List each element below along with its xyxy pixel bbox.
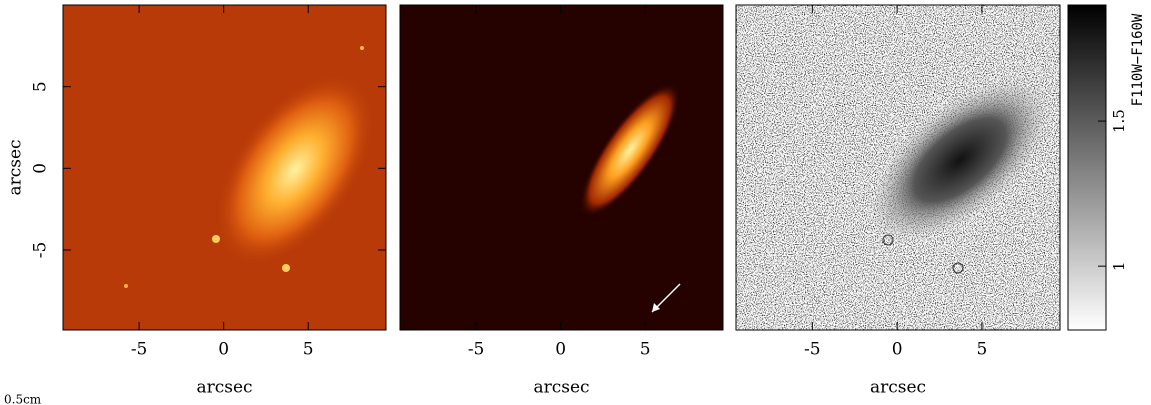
image-panel-3 (736, 5, 1080, 330)
x-tick-label: 0 (555, 340, 566, 360)
x-tick-label: 5 (640, 340, 651, 360)
x-tick-label: -5 (468, 340, 485, 360)
footnote: 0.5cm (4, 393, 42, 405)
y-tick-label: -5 (31, 242, 51, 259)
image-panel-2 (400, 5, 723, 330)
figure: 0.5cm -5 0 5 arcsec -5 0 5 arcsec -5 0 5 arcsec -5 0 5… (0, 0, 1151, 405)
colorbar (1068, 5, 1106, 330)
colorbar-tick-label: 1 (1110, 261, 1128, 271)
x-tick-label: -5 (804, 340, 821, 360)
x-tick-label: -5 (131, 340, 148, 360)
image-panel-1 (63, 5, 407, 330)
page: {"chart_data": [ {"type": "image", "xlab… (0, 0, 1151, 405)
x-tick-label: 0 (218, 340, 229, 360)
colorbar-label: F110W−F160W (1130, 13, 1146, 106)
y-tick-label: 5 (31, 81, 51, 92)
x-axis-label: arcsec (196, 378, 252, 398)
x-axis-label: arcsec (870, 378, 926, 398)
x-tick-label: 0 (892, 340, 903, 360)
y-tick-label: 0 (31, 163, 51, 174)
x-tick-label: 5 (303, 340, 314, 360)
x-tick-label: 5 (977, 340, 988, 360)
y-axis-label: arcsec (6, 139, 26, 195)
colorbar-tick-label: 1.5 (1110, 109, 1128, 133)
x-axis-label: arcsec (533, 378, 589, 398)
